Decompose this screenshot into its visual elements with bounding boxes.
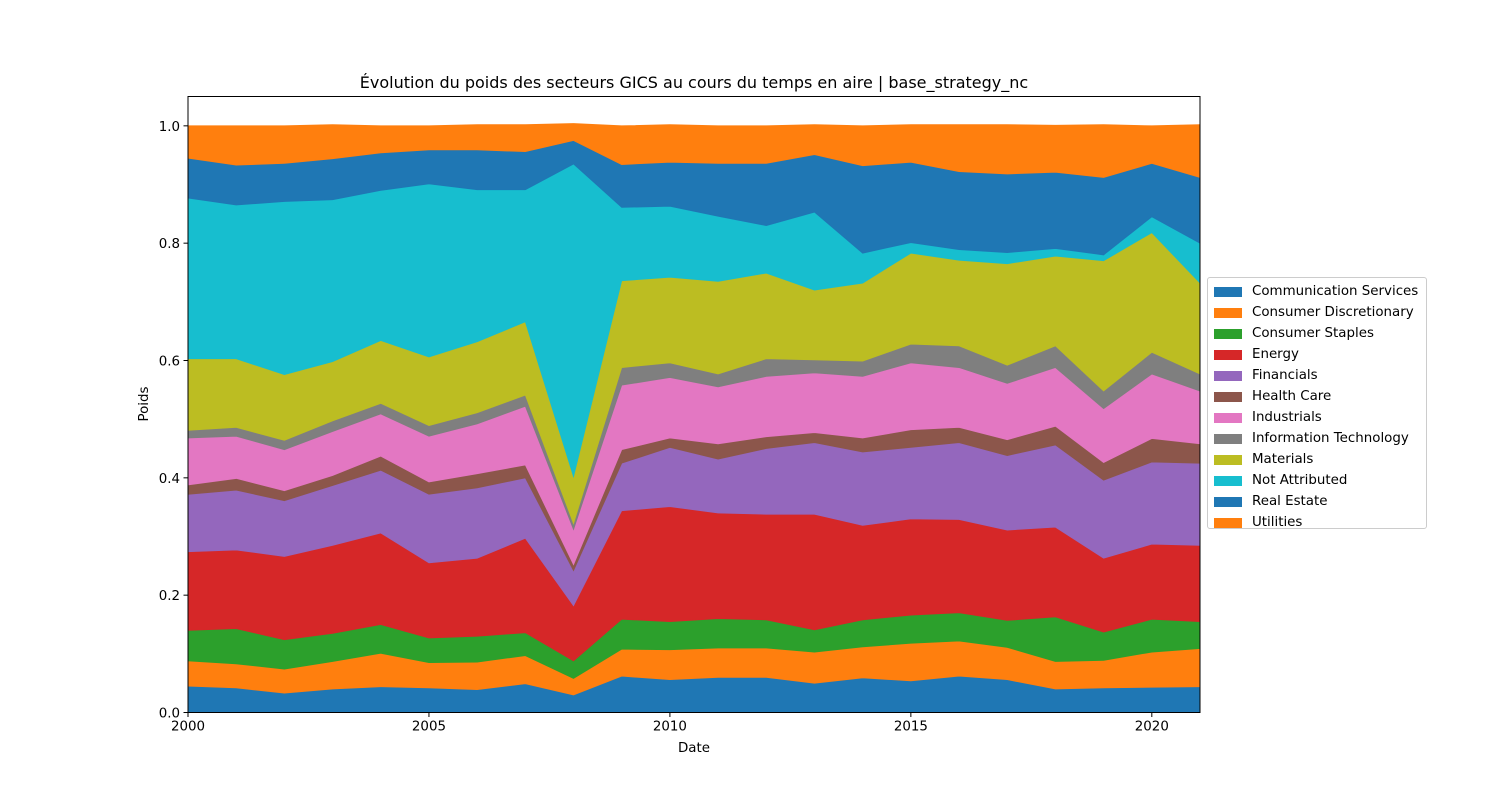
chart-title: Évolution du poids des secteurs GICS au …: [360, 73, 1028, 93]
x-tick-label: 2005: [412, 720, 446, 735]
legend-label: Information Technology: [1252, 431, 1409, 446]
area-layers: [187, 123, 1201, 713]
plot-frame: [187, 96, 1201, 713]
legend-swatch: [1214, 454, 1242, 465]
legend-label: Utilities: [1252, 515, 1303, 530]
legend-swatch: [1214, 391, 1242, 402]
legend-item: Health Care: [1214, 386, 1420, 407]
legend-item: Real Estate: [1214, 491, 1420, 512]
y-tick-label: 0.8: [159, 237, 180, 252]
legend-label: Consumer Discretionary: [1252, 305, 1414, 320]
legend-label: Industrials: [1252, 410, 1322, 425]
y-tick-label: 0.2: [159, 589, 180, 604]
legend-label: Consumer Staples: [1252, 326, 1374, 341]
legend: Communication Services Consumer Discretio…: [1207, 277, 1427, 530]
y-axis-ticks: 0.0 0.2 0.4 0.6 0.8 1.0: [159, 120, 188, 722]
legend-label: Communication Services: [1252, 284, 1419, 299]
legend-item: Consumer Discretionary: [1214, 302, 1420, 323]
legend-label: Real Estate: [1252, 494, 1328, 509]
legend-swatch: [1214, 370, 1242, 381]
legend-label: Not Attributed: [1252, 473, 1348, 488]
legend-item: Consumer Staples: [1214, 323, 1420, 344]
legend-swatch: [1214, 307, 1242, 318]
legend-swatch: [1214, 349, 1242, 360]
legend-swatch: [1214, 412, 1242, 423]
legend-swatch: [1214, 328, 1242, 339]
x-tick-label: 2000: [171, 720, 205, 735]
x-axis-ticks: 2000 2005 2010 2015 2020: [171, 712, 1169, 735]
legend-label: Materials: [1252, 452, 1314, 467]
legend-label: Health Care: [1252, 389, 1332, 404]
legend-label: Financials: [1252, 368, 1318, 383]
legend-label: Energy: [1252, 347, 1299, 362]
legend-swatch: [1214, 475, 1242, 486]
y-tick-label: 0.4: [159, 472, 180, 487]
legend-item: Information Technology: [1214, 428, 1420, 449]
x-tick-label: 2010: [653, 720, 687, 735]
legend-item: Materials: [1214, 449, 1420, 470]
x-tick-label: 2015: [894, 720, 928, 735]
legend-item: Communication Services: [1214, 281, 1420, 302]
legend-swatch: [1214, 517, 1242, 528]
legend-item: Not Attributed: [1214, 470, 1420, 491]
legend-swatch: [1214, 286, 1242, 297]
legend-swatch: [1214, 433, 1242, 444]
y-tick-label: 1.0: [159, 120, 180, 135]
legend-swatch: [1214, 496, 1242, 507]
y-tick-label: 0.0: [159, 707, 180, 722]
legend-item: Financials: [1214, 365, 1420, 386]
y-tick-label: 0.6: [159, 355, 180, 370]
legend-item: Energy: [1214, 344, 1420, 365]
legend-item: Industrials: [1214, 407, 1420, 428]
y-axis-label: Poids: [137, 386, 152, 421]
x-axis-label: Date: [678, 741, 710, 756]
legend-item: Utilities: [1214, 512, 1420, 533]
x-tick-label: 2020: [1135, 720, 1169, 735]
